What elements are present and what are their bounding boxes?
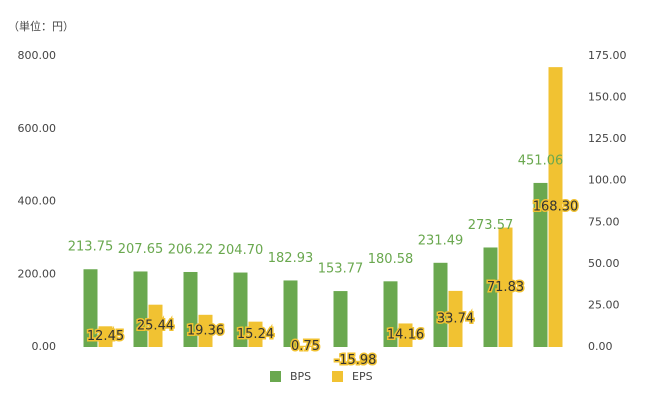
y-tick-label: 600.00 [18, 122, 57, 135]
y2-tick-label: 175.00 [588, 49, 627, 62]
bar [383, 281, 398, 347]
unit-label: （単位：円） [8, 19, 74, 33]
value-label: 206.22 [168, 242, 214, 257]
value-label: 204.70 [218, 243, 264, 258]
value-label: 0.75 [291, 339, 320, 354]
bar [183, 271, 198, 347]
y-tick-label: 200.00 [18, 267, 57, 280]
bar [498, 227, 513, 347]
bar [248, 321, 263, 347]
bar [98, 326, 113, 347]
bar [198, 314, 213, 347]
value-label: 14.16 [387, 328, 424, 343]
bar [283, 280, 298, 347]
bar [133, 271, 148, 347]
value-label: 273.57 [468, 218, 514, 233]
plot-area [83, 67, 563, 347]
y2-tick-label: 25.00 [588, 298, 620, 311]
value-label: -15.98 [335, 353, 377, 368]
bar [433, 262, 448, 347]
legend-label: BPS [290, 370, 311, 383]
legend-label: EPS [352, 370, 373, 383]
value-label: 231.49 [418, 233, 464, 248]
value-label: 25.44 [137, 318, 174, 333]
bar [298, 345, 313, 347]
value-label: 213.75 [68, 240, 114, 255]
value-label: 207.65 [118, 242, 164, 257]
value-label: 33.74 [437, 311, 474, 326]
legend-swatch [332, 371, 343, 382]
legend-swatch [270, 371, 281, 382]
y-tick-label: 400.00 [18, 195, 57, 208]
value-label: 451.06 [518, 153, 564, 168]
value-label: 12.45 [87, 329, 124, 344]
bar [148, 304, 163, 347]
value-label: 168.30 [533, 200, 579, 215]
bar [233, 272, 248, 347]
value-label: 15.24 [237, 327, 274, 342]
bar [548, 67, 563, 347]
y2-tick-label: 50.00 [588, 257, 620, 270]
y2-tick-label: 100.00 [588, 174, 627, 187]
y-tick-label: 0.00 [32, 340, 57, 353]
value-label: 153.77 [318, 262, 364, 277]
value-label: 19.36 [187, 323, 224, 338]
bar [448, 290, 463, 347]
value-label: 180.58 [368, 252, 414, 267]
bar [83, 269, 98, 347]
y2-tick-label: 75.00 [588, 215, 620, 228]
y2-tick-label: 125.00 [588, 132, 627, 145]
value-label: 71.83 [487, 280, 524, 295]
bar [533, 182, 548, 347]
value-label: 182.93 [268, 251, 314, 266]
bar [483, 247, 498, 347]
bar [398, 323, 413, 347]
y2-tick-label: 150.00 [588, 91, 627, 104]
bar [333, 291, 348, 347]
y2-tick-label: 0.00 [588, 340, 613, 353]
y-tick-label: 800.00 [18, 49, 57, 62]
